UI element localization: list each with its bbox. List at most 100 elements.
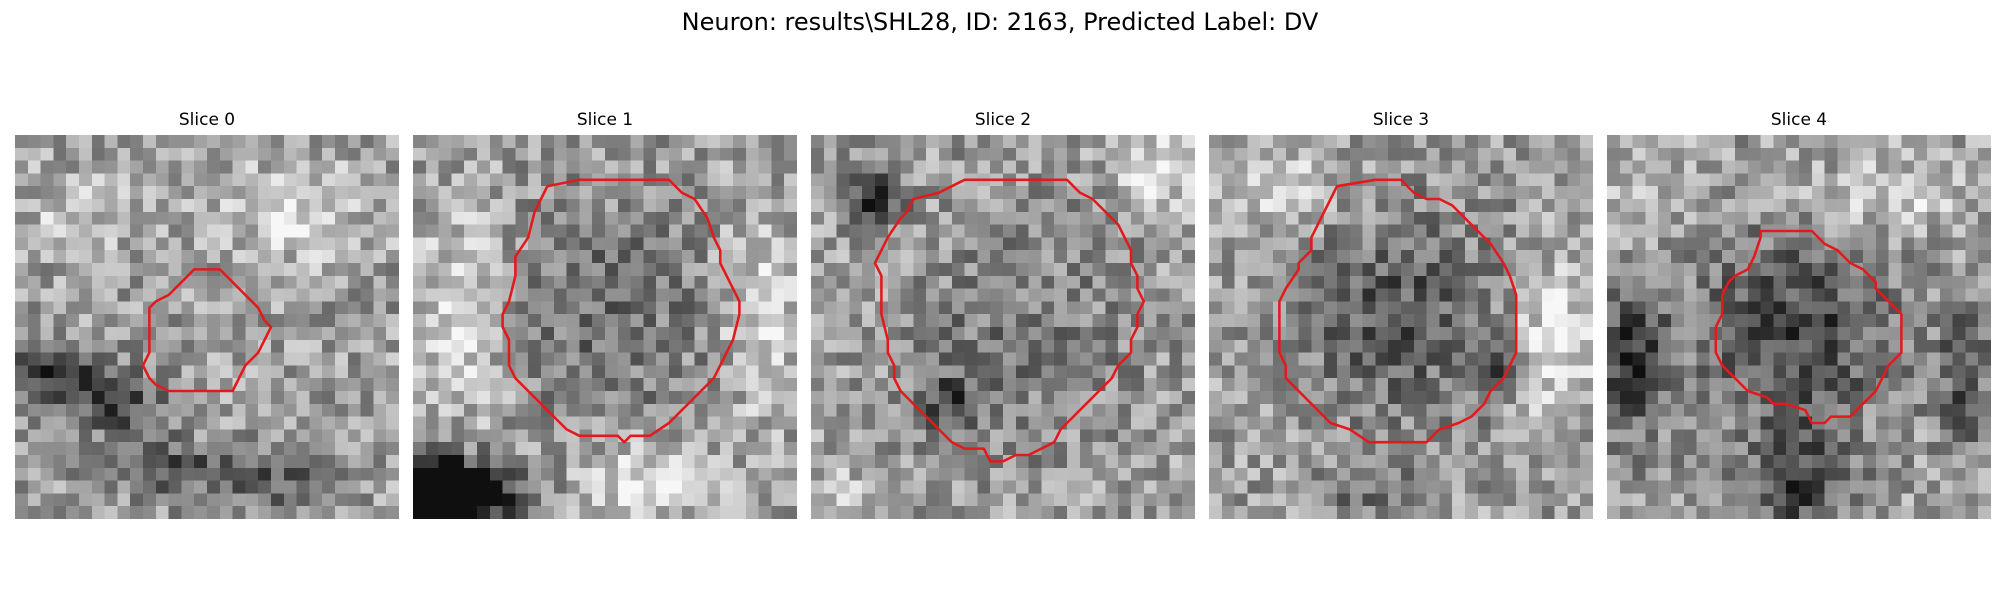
pixel	[360, 339, 374, 353]
pixel	[1375, 352, 1389, 366]
pixel	[451, 135, 465, 149]
pixel	[566, 327, 580, 341]
pixel	[1118, 263, 1132, 277]
pixel	[669, 429, 683, 443]
pixel	[990, 314, 1004, 328]
pixel	[1952, 365, 1966, 379]
pixel	[386, 250, 399, 264]
pixel	[669, 506, 683, 519]
pixel	[887, 416, 901, 430]
pixel	[887, 352, 901, 366]
pixel	[1439, 352, 1453, 366]
pixel	[1182, 416, 1195, 430]
pixel	[541, 391, 555, 405]
pixel	[515, 339, 529, 353]
pixel	[1965, 327, 1979, 341]
pixel	[489, 211, 503, 225]
pixel	[1567, 493, 1581, 507]
pixel	[232, 378, 246, 392]
pixel	[1529, 493, 1543, 507]
pixel	[1169, 467, 1183, 481]
pixel	[1619, 173, 1633, 187]
pixel	[977, 493, 991, 507]
pixel	[990, 224, 1004, 238]
pixel	[566, 365, 580, 379]
pixel	[1850, 160, 1864, 174]
pixel	[1541, 416, 1555, 430]
pixel	[566, 186, 580, 200]
pixel	[1619, 275, 1633, 289]
pixel	[1875, 211, 1889, 225]
pixel	[541, 442, 555, 456]
pixel	[1092, 416, 1106, 430]
pixel	[694, 173, 708, 187]
pixel	[207, 327, 221, 341]
pixel	[1439, 506, 1453, 519]
pixel	[1760, 173, 1774, 187]
pixel	[1298, 378, 1312, 392]
pixel	[1799, 173, 1813, 187]
pixel	[823, 467, 837, 481]
pixel	[1131, 173, 1145, 187]
pixel	[1169, 263, 1183, 277]
pixel	[1067, 429, 1081, 443]
pixel	[926, 199, 940, 213]
pixel	[53, 327, 67, 341]
pixel	[79, 147, 93, 161]
pixel	[207, 288, 221, 302]
pixel	[1439, 378, 1453, 392]
pixel	[207, 173, 221, 187]
pixel	[1939, 135, 1953, 149]
pixel	[1349, 506, 1363, 519]
pixel	[592, 378, 606, 392]
pixel	[964, 429, 978, 443]
pixel	[1554, 147, 1568, 161]
pixel	[1324, 160, 1338, 174]
pixel	[219, 416, 233, 430]
pixel	[849, 493, 863, 507]
pixel	[386, 352, 399, 366]
pixel	[745, 301, 759, 315]
pixel	[1786, 160, 1800, 174]
pixel	[1939, 327, 1953, 341]
pixel	[1118, 250, 1132, 264]
pixel	[694, 429, 708, 443]
pixel	[15, 493, 29, 507]
pixel	[1735, 173, 1749, 187]
pixel	[900, 467, 914, 481]
pixel	[1773, 186, 1787, 200]
pixel	[1965, 365, 1979, 379]
pixel	[849, 352, 863, 366]
pixel	[875, 339, 889, 353]
pixel	[707, 186, 721, 200]
pixel	[836, 224, 850, 238]
pixel	[40, 455, 54, 469]
pixel	[771, 416, 785, 430]
pixel	[862, 147, 876, 161]
pixel	[130, 506, 144, 519]
pixel	[1028, 288, 1042, 302]
pixel	[566, 455, 580, 469]
pixel	[1939, 263, 1953, 277]
pixel	[1247, 288, 1261, 302]
pixel	[669, 327, 683, 341]
pixel	[219, 391, 233, 405]
pixel	[1426, 442, 1440, 456]
pixel	[1978, 199, 1991, 213]
pixel	[502, 365, 516, 379]
pixel	[451, 288, 465, 302]
pixel	[862, 327, 876, 341]
pixel	[1041, 224, 1055, 238]
pixel	[515, 211, 529, 225]
pixel	[40, 199, 54, 213]
pixel	[27, 442, 41, 456]
pixel	[296, 250, 310, 264]
pixel	[425, 480, 439, 494]
pixel	[27, 365, 41, 379]
pixel	[1541, 199, 1555, 213]
pixel	[104, 147, 118, 161]
pixel	[1015, 250, 1029, 264]
pixel	[1824, 173, 1838, 187]
pixel	[1465, 314, 1479, 328]
pixel	[823, 327, 837, 341]
